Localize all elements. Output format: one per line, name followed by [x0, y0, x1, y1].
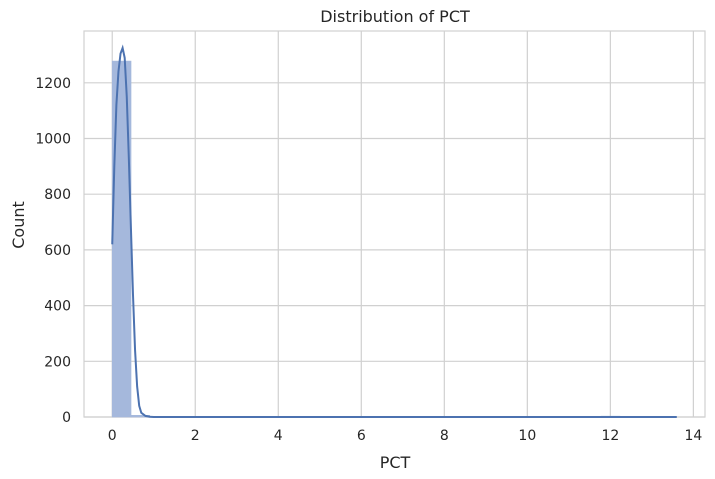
y-tick-label: 600: [44, 243, 71, 259]
x-tick-label: 0: [108, 428, 117, 444]
chart-title: Distribution of PCT: [320, 7, 470, 26]
y-axis-label: Count: [9, 201, 28, 249]
plot-frame: [83, 30, 706, 418]
x-tick-label: 4: [274, 428, 283, 444]
x-tick-label: 10: [518, 428, 536, 444]
x-tick-label: 8: [440, 428, 449, 444]
y-tick-label: 1200: [35, 76, 71, 92]
y-tick-label: 200: [44, 354, 71, 370]
x-tick-label: 2: [191, 428, 200, 444]
histogram-bars: [111, 60, 677, 418]
y-axis-ticks: 0 200 400 600 800 1000 1200: [35, 76, 71, 426]
x-tick-label: 12: [601, 428, 619, 444]
x-tick-label: 6: [357, 428, 366, 444]
y-tick-label: 400: [44, 299, 71, 315]
y-tick-label: 0: [62, 410, 71, 426]
y-tick-label: 1000: [35, 132, 71, 148]
grid-lines: [83, 30, 706, 418]
x-tick-label: 14: [684, 428, 702, 444]
y-tick-label: 800: [44, 187, 71, 203]
kde-curve: [111, 44, 677, 418]
x-axis-label: PCT: [380, 453, 411, 472]
x-axis-ticks: 0 2 4 6 8 10 12 14: [108, 428, 703, 444]
